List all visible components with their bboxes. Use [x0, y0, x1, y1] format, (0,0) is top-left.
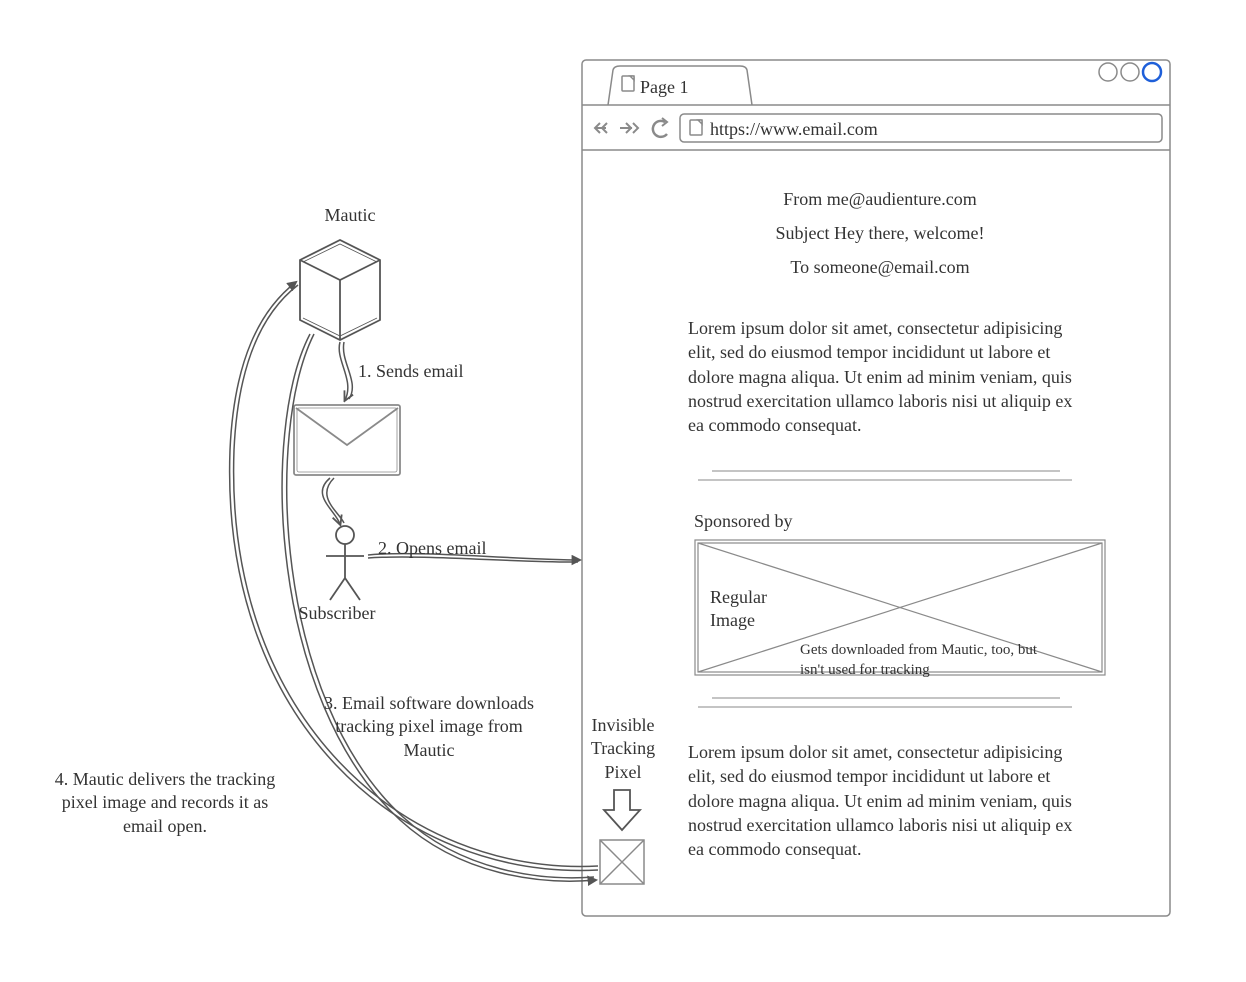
email-body-2: Lorem ipsum dolor sit amet, consectetur … [688, 740, 1088, 861]
step4-label: 4. Mautic delivers the tracking pixel im… [46, 768, 284, 838]
person-icon [326, 526, 364, 600]
edge-sends-email [339, 342, 352, 400]
subject-label: Subject [776, 223, 830, 243]
email-to: To someone@email.com [680, 256, 1080, 279]
subscriber-label: Subscriber [272, 602, 402, 625]
tab-label[interactable]: Page 1 [640, 76, 689, 99]
step3-label: 3. Email software downloads tracking pix… [310, 692, 548, 762]
pixel-box-icon [600, 840, 644, 884]
email-subject: Subject Hey there, welcome! [660, 222, 1100, 245]
subject-value: Hey there, welcome! [834, 223, 984, 243]
url-text[interactable]: https://www.email.com [710, 118, 878, 141]
cube-icon [300, 240, 380, 340]
regular-image-label: Regular Image [710, 586, 800, 633]
regular-image-note: Gets downloaded from Mautic, too, but is… [800, 641, 1050, 680]
to-value: someone@email.com [814, 257, 970, 277]
envelope-icon [294, 405, 400, 475]
edge-opens-email [322, 478, 344, 524]
sponsored-label: Sponsored by [694, 510, 793, 533]
pixel-label: Invisible Tracking Pixel [577, 714, 669, 784]
from-label: From [783, 189, 822, 209]
from-value: me@audienture.com [827, 189, 977, 209]
step1-label: 1. Sends email [358, 360, 518, 383]
step2-label: 2. Opens email [378, 537, 538, 560]
mautic-label: Mautic [290, 204, 410, 227]
email-body-1: Lorem ipsum dolor sit amet, consectetur … [688, 316, 1088, 437]
email-from: From me@audienture.com [680, 188, 1080, 211]
down-arrow-icon [604, 790, 640, 830]
to-label: To [790, 257, 809, 277]
